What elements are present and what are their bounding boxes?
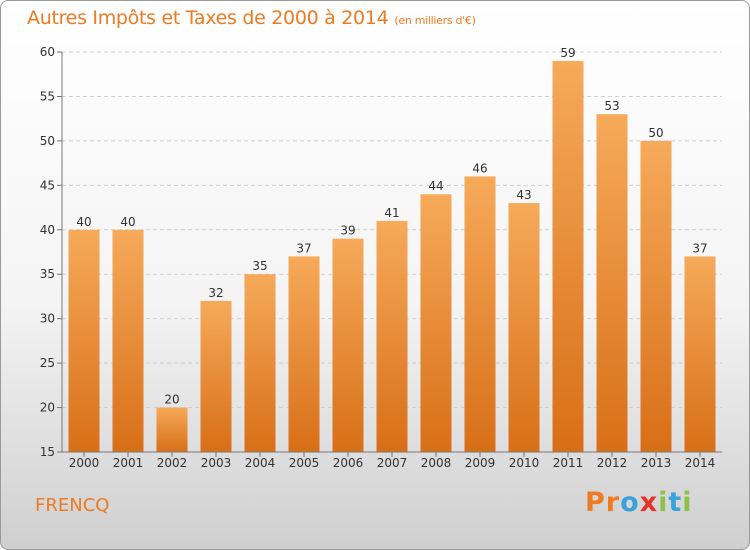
data-label: 43 (516, 188, 531, 202)
bar (640, 140, 672, 452)
data-label: 40 (120, 215, 135, 229)
data-label: 39 (340, 224, 355, 238)
logo-letter: x (639, 487, 659, 518)
data-label: 46 (472, 161, 487, 175)
x-tick-label: 2014 (685, 456, 716, 470)
x-tick-label: 2001 (113, 456, 144, 470)
title-text: Autres Impôts et Taxes de 2000 à 2014 (27, 7, 389, 29)
y-tick-label: 35 (40, 267, 55, 281)
y-tick-label: 25 (40, 356, 55, 370)
bar (420, 194, 452, 452)
bar (200, 300, 232, 452)
proxiti-logo[interactable]: Proxiti (585, 487, 693, 518)
x-tick-label: 2013 (641, 456, 672, 470)
y-tick-label: 40 (40, 223, 55, 237)
y-tick-label: 50 (40, 134, 55, 148)
data-label: 37 (296, 241, 311, 255)
data-label: 35 (252, 259, 267, 273)
x-tick-label: 2006 (333, 456, 364, 470)
logo-letter: t (668, 487, 683, 518)
data-label: 37 (692, 241, 707, 255)
x-tick-label: 2002 (157, 456, 188, 470)
data-label: 53 (604, 99, 619, 113)
data-label: 32 (208, 286, 223, 300)
x-tick-label: 2009 (465, 456, 496, 470)
bar (596, 114, 628, 452)
bar-chart: 40 40 20 32 35 37 39 41 44 46 43 59 53 50 37 15 20 25 30 3… (40, 45, 722, 470)
x-tick-label: 2012 (597, 456, 628, 470)
bar (376, 220, 408, 452)
y-tick-label: 20 (40, 401, 55, 415)
x-tick-label: 2005 (289, 456, 320, 470)
bar (244, 274, 276, 452)
y-tick-label: 30 (40, 312, 55, 326)
title-unit: (en milliers d'€) (394, 14, 476, 27)
logo-letter: o (620, 487, 640, 518)
x-tick-label: 2010 (509, 456, 540, 470)
y-tick-label: 45 (40, 178, 55, 192)
bar (156, 407, 188, 452)
chart-title: Autres Impôts et Taxes de 2000 à 2014 (en… (27, 7, 476, 29)
bar-layer: 40 40 20 32 35 37 39 41 44 46 43 59 53 50 37 (68, 46, 716, 453)
logo-letter: P (585, 487, 606, 518)
logo-letter: r (605, 487, 621, 518)
data-label: 44 (428, 179, 443, 193)
y-tick-label: 55 (40, 89, 55, 103)
bar (684, 256, 716, 452)
bar (552, 60, 584, 453)
y-tick-label: 60 (40, 45, 55, 59)
bar (508, 203, 540, 452)
data-label: 59 (560, 46, 575, 60)
axis-layer: 15 20 25 30 35 40 45 50 55 60 2000 2001 2002 2003 2004… (40, 45, 722, 470)
x-tick-label: 2000 (69, 456, 100, 470)
y-tick-label: 15 (40, 445, 55, 459)
logo-letter: i (682, 487, 693, 518)
data-label: 41 (384, 206, 399, 220)
x-tick-label: 2004 (245, 456, 276, 470)
data-label: 40 (76, 215, 91, 229)
bar (68, 229, 100, 452)
bar (332, 238, 364, 452)
commune-name: FRENCQ (35, 495, 110, 516)
data-label: 20 (164, 393, 179, 407)
bar (288, 256, 320, 452)
bar (112, 229, 144, 452)
bar (464, 176, 496, 452)
x-tick-label: 2003 (201, 456, 232, 470)
x-tick-label: 2011 (553, 456, 584, 470)
x-tick-label: 2007 (377, 456, 408, 470)
data-label: 50 (648, 126, 663, 140)
x-tick-label: 2008 (421, 456, 452, 470)
logo-letter: i (658, 487, 669, 518)
